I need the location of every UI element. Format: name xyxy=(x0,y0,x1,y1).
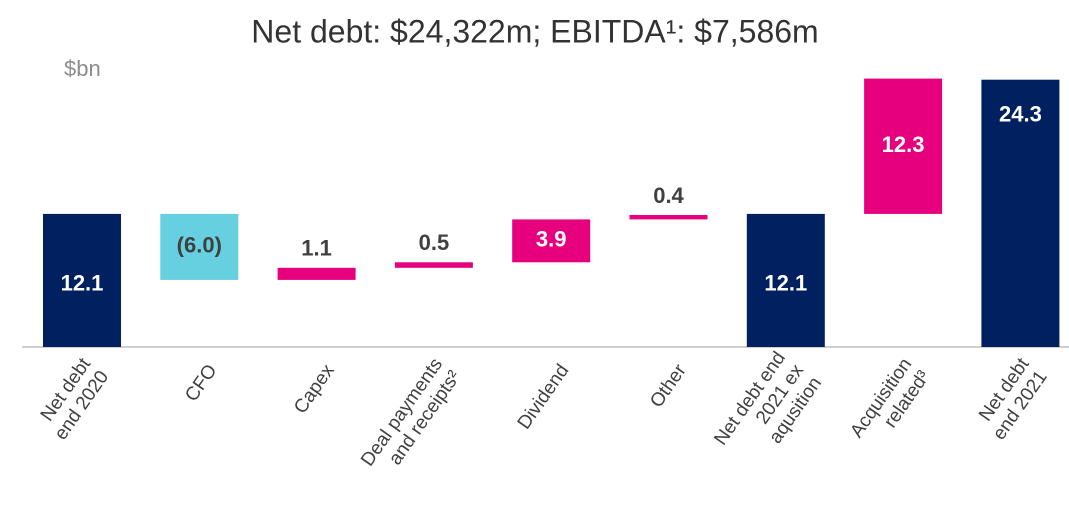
bar xyxy=(277,267,356,280)
value-label: 24.3 xyxy=(999,102,1042,127)
bar xyxy=(160,213,239,280)
value-label: 12.1 xyxy=(764,270,807,295)
chart-title: Net debt: $24,322m; EBITDA¹: $7,586m xyxy=(251,13,818,49)
value-label: (6.0) xyxy=(177,233,222,258)
bar xyxy=(394,262,473,268)
x-tick-label: Deal paymentsand receipts² xyxy=(357,354,465,482)
x-tick-label: Other xyxy=(646,360,691,412)
value-label: 12.3 xyxy=(882,132,925,157)
value-label: 12.1 xyxy=(61,270,104,295)
x-tick-label: Net debtend 2021 xyxy=(971,354,1052,444)
value-label: 3.9 xyxy=(536,227,567,252)
value-label: 0.5 xyxy=(419,230,450,255)
x-tick-label: Net debt end2021 exaqusition xyxy=(710,348,826,475)
bar xyxy=(43,213,121,347)
value-label: 0.4 xyxy=(653,183,684,208)
bar xyxy=(981,79,1060,347)
value-label: 1.1 xyxy=(301,236,332,261)
bar xyxy=(746,213,825,347)
y-axis-label: $bn xyxy=(64,56,101,81)
x-tick-label: CFO xyxy=(181,361,221,406)
bar xyxy=(512,219,591,263)
x-tick-label: Capex xyxy=(290,360,339,417)
x-tick-label: Acquisitionrelated³ xyxy=(846,354,934,454)
bar xyxy=(864,78,943,214)
bar xyxy=(629,215,708,220)
x-tick-label: Dividend xyxy=(514,361,574,434)
x-tick-label: Net debtend 2020 xyxy=(33,354,114,444)
